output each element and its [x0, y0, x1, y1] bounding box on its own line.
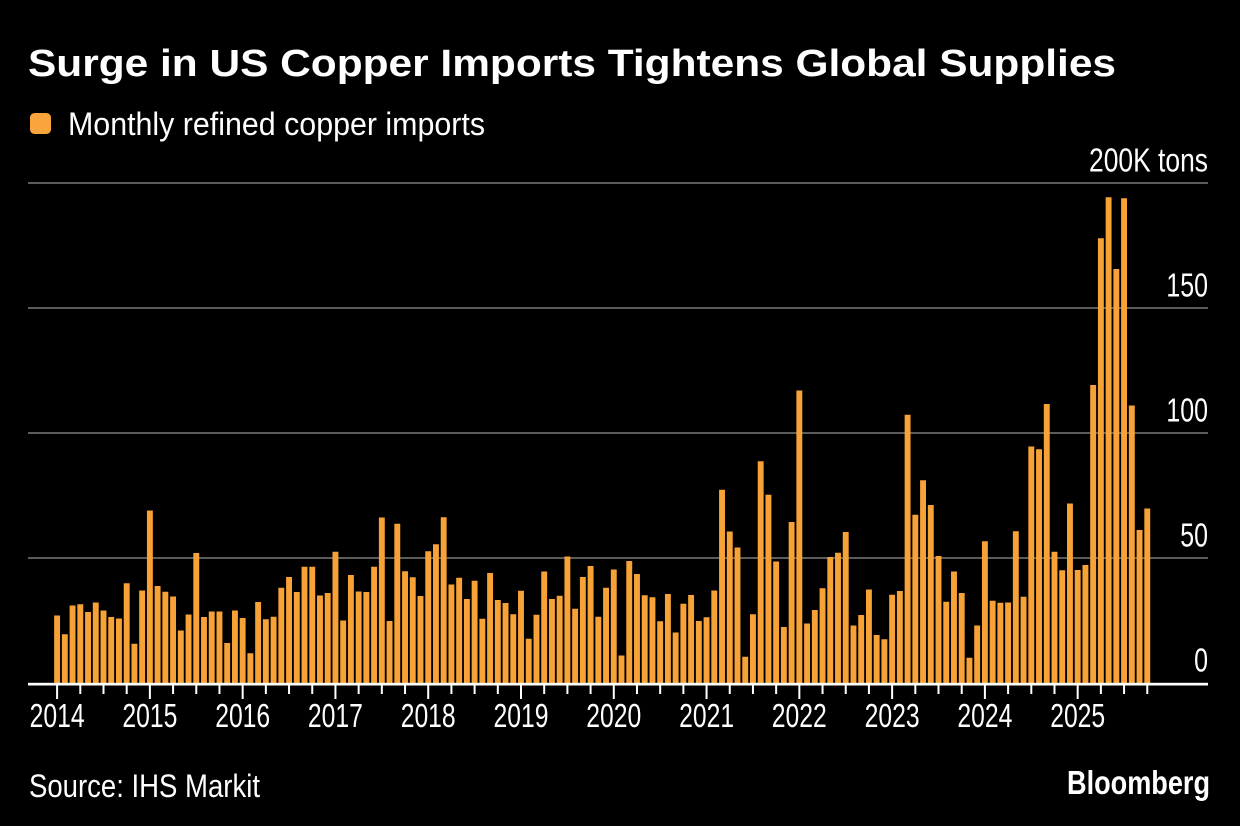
svg-text:2019: 2019: [494, 697, 549, 734]
svg-text:2015: 2015: [122, 697, 177, 734]
svg-text:100: 100: [1166, 392, 1208, 429]
svg-text:Bloomberg: Bloomberg: [1067, 764, 1210, 801]
svg-text:Source: IHS Markit: Source: IHS Markit: [29, 768, 260, 804]
svg-text:2018: 2018: [401, 697, 456, 734]
svg-text:2024: 2024: [957, 697, 1012, 734]
svg-text:200K tons: 200K tons: [1089, 142, 1208, 179]
svg-text:2014: 2014: [30, 697, 85, 734]
svg-text:Surge in US Copper Imports Tig: Surge in US Copper Imports Tightens Glob…: [28, 43, 1116, 85]
svg-text:50: 50: [1180, 517, 1208, 554]
svg-text:150: 150: [1166, 267, 1208, 304]
svg-text:2023: 2023: [865, 697, 920, 734]
svg-text:2021: 2021: [679, 697, 734, 734]
svg-text:0: 0: [1194, 642, 1208, 679]
svg-text:2016: 2016: [215, 697, 270, 734]
svg-text:Monthly refined copper imports: Monthly refined copper imports: [68, 106, 485, 142]
svg-text:2020: 2020: [586, 697, 641, 734]
svg-text:2022: 2022: [772, 697, 827, 734]
svg-text:2017: 2017: [308, 697, 363, 734]
svg-text:2025: 2025: [1050, 697, 1105, 734]
